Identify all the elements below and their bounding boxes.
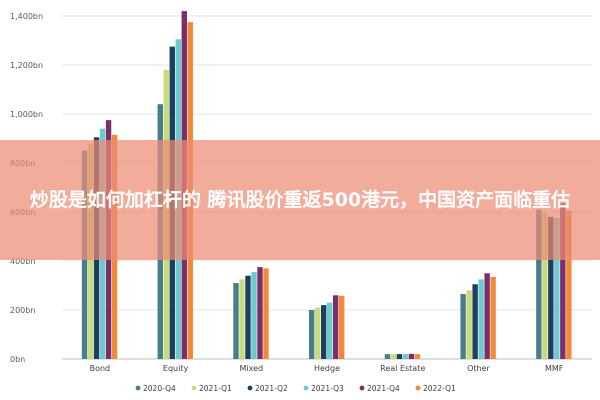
bar-hedge-2021-q1 [315, 307, 321, 359]
x-category-label: Bond [90, 364, 111, 373]
x-category-label: Real Estate [380, 364, 425, 373]
x-category-label: MMF [545, 364, 564, 373]
bar-mixed-2021-q3 [251, 272, 257, 359]
bar-hedge-2021-q2 [321, 305, 327, 359]
x-category-label: Hedge [314, 364, 340, 373]
legend-label: 2022-Q1 [423, 384, 456, 393]
bar-mixed-2021-q2 [245, 275, 251, 359]
legend: 2020-Q4 2021-Q1 2021-Q2 2021-Q3 2021-Q4 2022-… [135, 384, 456, 393]
legend-marker [415, 385, 421, 391]
y-tick-label: 0bn [10, 355, 25, 364]
x-category-label: Mixed [239, 364, 263, 373]
legend-marker [191, 385, 197, 391]
x-category-label: Equity [163, 364, 189, 373]
y-tick-label: 1,000bn [10, 110, 43, 119]
bar-real-estate-2021-q1 [390, 354, 397, 359]
bar-mmf-2021-q2 [548, 216, 554, 359]
headline-text: 炒股是如何加杠杆的 腾讯股价重返500港元，中国资产面临重估 [29, 189, 571, 211]
y-tick-label: 200bn [10, 306, 35, 315]
y-tick-label: 400bn [10, 257, 35, 266]
bar-other-2022-q1 [490, 276, 496, 359]
bar-other-2021-q3 [478, 279, 484, 359]
legend-marker [359, 385, 365, 391]
bar-mmf-2021-q4 [560, 203, 566, 359]
bar-mmf-2022-q1 [566, 210, 572, 359]
bar-mixed-2020-q4 [233, 283, 239, 359]
bar-other-2020-q4 [460, 294, 466, 359]
bar-mixed-2022-q1 [263, 268, 269, 359]
bar-mmf-2020-q4 [536, 209, 542, 359]
bar-other-2021-q2 [472, 284, 478, 359]
legend-marker [247, 385, 253, 391]
bar-other-2021-q1 [466, 290, 472, 359]
bar-mmf-2021-q1 [542, 212, 548, 359]
y-tick-label: 1,400bn [10, 12, 43, 21]
headline-banner: 炒股是如何加杠杆的 腾讯股价重返500港元，中国资产面临重估 [0, 140, 600, 260]
bar-hedge-2022-q1 [339, 295, 345, 359]
legend-label: 2021-Q3 [311, 384, 344, 393]
x-axis-categories: Bond Equity Mixed Hedge Real Estate Other MMF [90, 364, 564, 373]
legend-label: 2021-Q4 [367, 384, 400, 393]
bar-hedge-2021-q3 [327, 302, 333, 359]
bar-real-estate-2020-q4 [384, 354, 391, 359]
legend-marker [135, 385, 141, 391]
bar-mmf-2021-q3 [554, 218, 560, 359]
bar-hedge-2020-q4 [309, 310, 315, 359]
bar-real-estate-2021-q2 [396, 354, 403, 359]
legend-marker [303, 385, 309, 391]
bar-real-estate-2022-q1 [414, 354, 421, 359]
legend-label: 2021-Q2 [255, 384, 288, 393]
bar-real-estate-2021-q4 [408, 353, 415, 359]
x-category-label: Other [467, 364, 490, 373]
bar-hedge-2021-q4 [333, 295, 339, 359]
bar-mixed-2021-q1 [239, 279, 245, 359]
bar-other-2021-q4 [484, 273, 490, 359]
bar-real-estate-2021-q3 [402, 354, 409, 359]
bar-mixed-2021-q4 [257, 267, 263, 359]
legend-label: 2021-Q1 [199, 384, 232, 393]
y-tick-label: 1,200bn [10, 61, 43, 70]
legend-label: 2020-Q4 [143, 384, 176, 393]
